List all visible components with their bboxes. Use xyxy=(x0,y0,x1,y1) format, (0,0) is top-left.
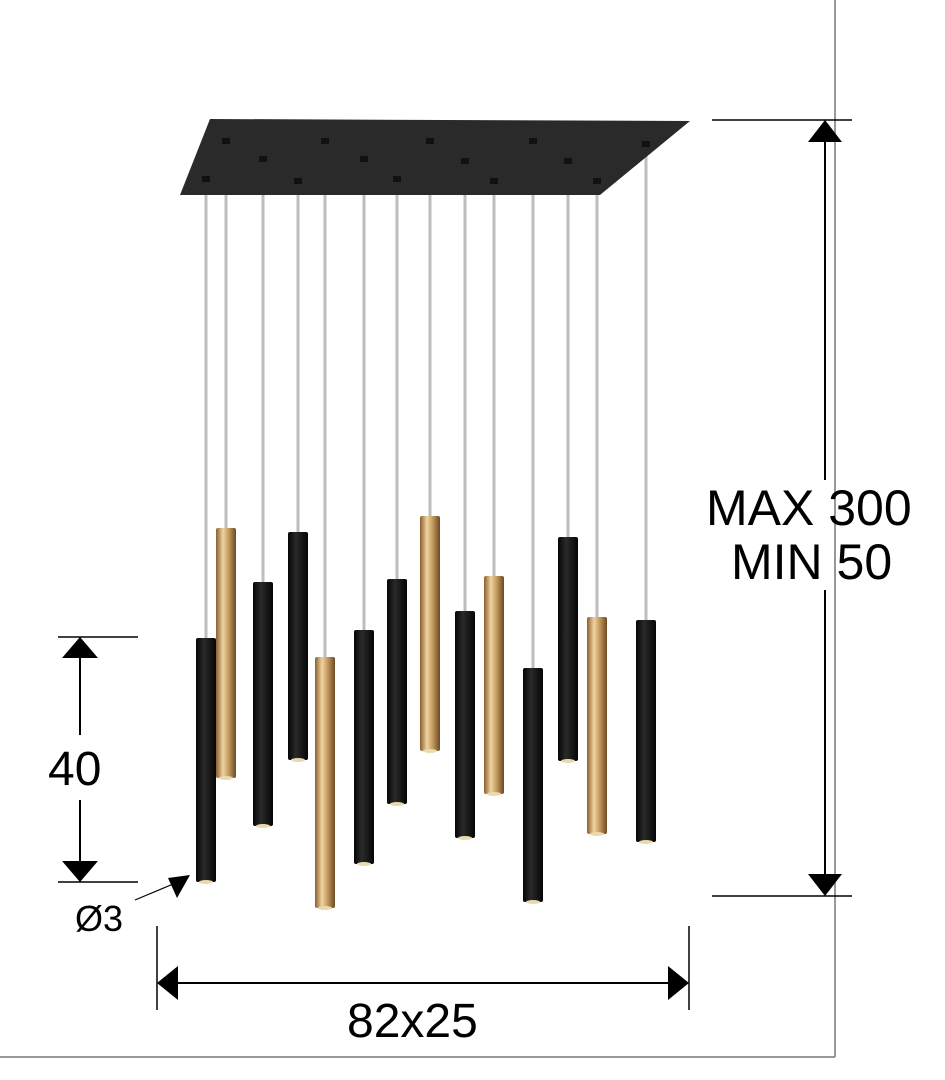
pendant-light xyxy=(390,802,404,806)
cable-grip xyxy=(202,176,210,182)
pendant-light xyxy=(291,758,305,762)
width-dimension xyxy=(156,926,690,1010)
arrow-down-icon xyxy=(808,874,842,896)
gold-pendant-tube xyxy=(315,657,335,908)
arrow-up-icon xyxy=(808,120,842,142)
pendant-light xyxy=(423,749,437,753)
height-min-label: MIN 50 xyxy=(731,534,893,590)
black-pendant-tube xyxy=(523,668,543,902)
black-pendant-tube xyxy=(288,532,308,760)
height-dimension xyxy=(712,119,852,897)
length-dimension xyxy=(58,636,138,883)
cable-grip xyxy=(490,178,498,184)
arrow-left-icon xyxy=(157,966,178,1000)
cable-grip xyxy=(426,138,434,144)
pendant-light xyxy=(256,824,270,828)
cable-grip xyxy=(593,178,601,184)
arrow-icon xyxy=(168,875,190,898)
black-pendant-tube xyxy=(387,579,407,804)
pendant-light xyxy=(318,906,332,910)
cable-grip xyxy=(360,156,368,162)
cable-grip xyxy=(321,138,329,144)
canopy xyxy=(180,119,690,195)
arrow-up-icon xyxy=(62,637,98,658)
pendant-light xyxy=(219,776,233,780)
cable-grip xyxy=(642,141,650,147)
gold-pendant-tube xyxy=(420,516,440,751)
black-pendant-tube xyxy=(196,638,216,882)
pendant-light xyxy=(458,836,472,840)
canopy-size-label: 82x25 xyxy=(347,995,478,1048)
cable-grip xyxy=(222,138,230,144)
black-pendant-tube xyxy=(636,620,656,842)
black-pendant-tube xyxy=(354,630,374,864)
cable-grip xyxy=(393,176,401,182)
cable-grip xyxy=(564,158,572,164)
black-pendant-tube xyxy=(558,537,578,761)
arrow-down-icon xyxy=(62,861,98,882)
gold-pendant-tube xyxy=(216,528,236,778)
black-pendant-tube xyxy=(455,611,475,838)
black-pendant-tube xyxy=(253,582,273,826)
diameter-leader xyxy=(134,875,190,901)
height-max-label: MAX 300 xyxy=(706,480,912,536)
pendant-light xyxy=(561,759,575,763)
pendant-light xyxy=(199,880,213,884)
pendant-light xyxy=(526,900,540,904)
cable-grip xyxy=(529,138,537,144)
cable-grip xyxy=(259,156,267,162)
gold-pendant-tube xyxy=(587,617,607,834)
cable-grip xyxy=(294,178,302,184)
pendant-length-label: 40 xyxy=(48,743,102,796)
gold-pendant-tube xyxy=(484,576,504,794)
pendant-light xyxy=(590,832,604,836)
cable-grip xyxy=(461,158,469,164)
pendant-light xyxy=(639,840,653,844)
pendants xyxy=(196,142,656,910)
arrow-right-icon xyxy=(668,966,689,1000)
pendant-light xyxy=(487,792,501,796)
pendant-diameter-label: Ø3 xyxy=(75,898,124,939)
pendant-light xyxy=(357,862,371,866)
